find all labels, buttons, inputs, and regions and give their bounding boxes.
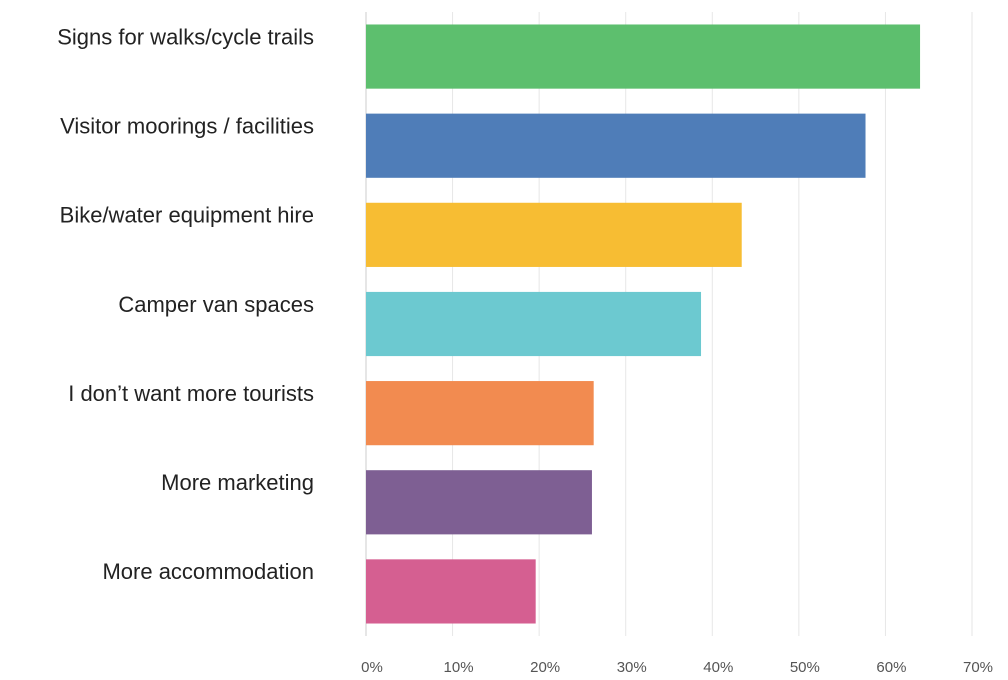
category-label: Camper van spaces [118,292,314,317]
x-tick-label: 40% [703,659,733,676]
x-tick-label: 10% [444,659,474,676]
bar [366,559,536,624]
category-label: Bike/water equipment hire [60,203,314,228]
x-tick-label: 70% [963,659,993,676]
category-label: I don’t want more tourists [68,381,314,406]
x-tick-label: 30% [617,659,647,676]
bar [366,470,592,535]
bar [366,113,866,178]
bar [366,291,702,357]
x-tick-label: 0% [361,659,383,676]
bar [366,381,594,446]
category-label: More accommodation [102,559,314,584]
category-label: Visitor moorings / facilities [60,114,314,139]
x-tick-label: 50% [790,659,820,676]
bar [366,202,742,267]
x-tick-label: 60% [876,659,906,676]
bar [366,24,921,89]
category-label: More marketing [161,470,314,495]
x-tick-label: 20% [530,659,560,676]
category-label: Signs for walks/cycle trails [57,24,314,49]
